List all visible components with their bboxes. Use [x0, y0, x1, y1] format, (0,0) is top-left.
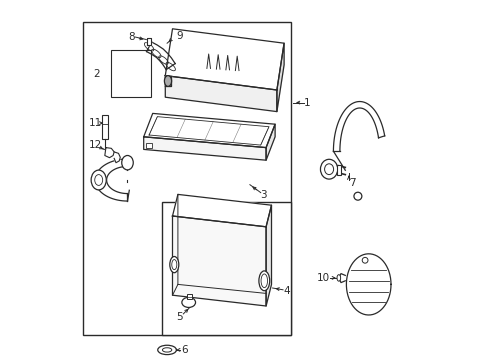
Ellipse shape: [122, 156, 133, 170]
Ellipse shape: [261, 274, 267, 288]
Text: 2: 2: [93, 69, 100, 79]
Text: 4: 4: [283, 286, 289, 296]
Ellipse shape: [362, 257, 367, 263]
Bar: [111, 50, 151, 97]
Polygon shape: [265, 205, 271, 306]
Polygon shape: [172, 194, 271, 227]
Ellipse shape: [320, 159, 337, 179]
Polygon shape: [95, 159, 127, 201]
Polygon shape: [265, 124, 275, 160]
Polygon shape: [146, 42, 175, 69]
Text: 7: 7: [348, 177, 355, 188]
Text: 6: 6: [181, 345, 187, 355]
Bar: [102, 115, 107, 139]
Polygon shape: [146, 38, 151, 45]
Bar: [186, 294, 192, 299]
Text: 11: 11: [89, 118, 102, 128]
Ellipse shape: [164, 76, 171, 86]
Polygon shape: [338, 274, 345, 283]
Polygon shape: [165, 76, 170, 86]
Ellipse shape: [158, 345, 176, 355]
Polygon shape: [165, 76, 276, 112]
Bar: [82, 22, 291, 335]
Polygon shape: [114, 152, 120, 163]
Polygon shape: [276, 43, 284, 112]
Text: 9: 9: [176, 31, 183, 41]
Polygon shape: [104, 148, 114, 158]
Ellipse shape: [171, 260, 177, 270]
Ellipse shape: [336, 275, 340, 281]
Text: 12: 12: [89, 140, 102, 150]
Polygon shape: [165, 29, 284, 90]
Text: 10: 10: [317, 273, 329, 283]
Polygon shape: [172, 216, 265, 306]
Text: 5: 5: [176, 312, 183, 322]
Bar: [336, 165, 341, 175]
Polygon shape: [333, 102, 384, 151]
Bar: [145, 143, 152, 148]
Text: 3: 3: [260, 190, 267, 200]
Ellipse shape: [258, 271, 269, 291]
Ellipse shape: [182, 297, 195, 307]
Bar: [162, 202, 291, 335]
Polygon shape: [143, 113, 275, 148]
Polygon shape: [346, 254, 390, 315]
Ellipse shape: [353, 192, 361, 200]
Text: 8: 8: [127, 32, 134, 42]
Ellipse shape: [324, 164, 333, 175]
Ellipse shape: [91, 170, 106, 190]
Polygon shape: [143, 137, 265, 160]
Ellipse shape: [95, 175, 102, 185]
Ellipse shape: [162, 348, 171, 352]
Ellipse shape: [169, 256, 179, 273]
Text: 1: 1: [303, 98, 309, 108]
